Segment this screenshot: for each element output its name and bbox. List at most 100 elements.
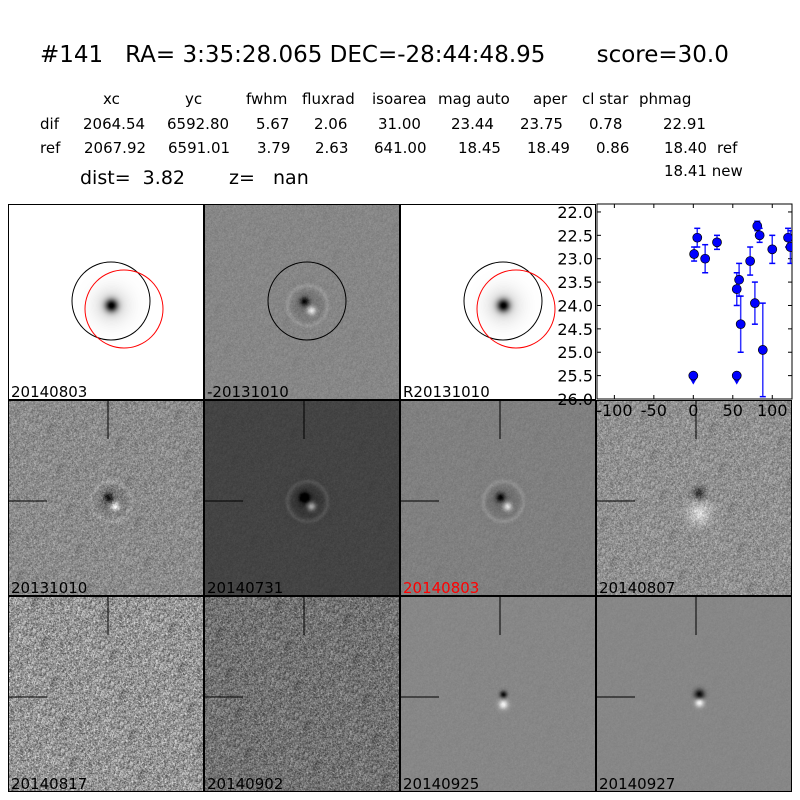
detection-circle [476, 269, 556, 349]
cell-dif-yc: 6592.80 [167, 115, 230, 133]
x-tick-label: -100 [596, 401, 632, 420]
y-tick-label: 24.5 [557, 320, 593, 339]
upper-limit-point [688, 370, 699, 381]
data-point [767, 244, 778, 255]
y-tick-label: 23.5 [557, 273, 593, 292]
cell-dif-mag-auto: 23.44 [451, 115, 494, 133]
stamp-date-label: 20140817 [11, 775, 88, 792]
row-label-ref: ref [40, 139, 61, 157]
cell-dif-isoarea: 31.00 [378, 115, 421, 133]
z-value: z= nan [229, 167, 309, 189]
data-point [757, 345, 768, 355]
data-point [754, 230, 765, 241]
stamp-date-label: 20140803 [403, 579, 480, 596]
data-point [785, 242, 792, 252]
data-point [783, 232, 792, 243]
data-point [731, 284, 742, 294]
x-tick-label: 100 [757, 401, 788, 420]
phmag-ref-suffix: ref [717, 139, 738, 157]
reference-circle [463, 261, 543, 341]
stamp-image [205, 401, 399, 595]
y-tick-label: 24.0 [557, 296, 593, 315]
stamp-date-label: 20131010 [11, 579, 88, 596]
cell-ref-mag-auto: 18.45 [458, 139, 501, 157]
stamp-date-label: 20140803 [11, 383, 88, 400]
cell-ref-xc: 2067.92 [84, 139, 147, 157]
x-tick-label: -50 [641, 401, 667, 420]
stamp-date-label: 20140731 [207, 579, 284, 596]
cell-ref-fluxrad: 2.63 [315, 139, 349, 157]
phmag-new: 18.41 new [664, 162, 743, 180]
cell-ref-fwhm: 3.79 [257, 139, 291, 157]
upper-limit-point [731, 370, 742, 381]
data-point [745, 256, 756, 266]
stamp-image [9, 205, 203, 399]
y-tick-label: 25.0 [557, 343, 593, 362]
reference-circle [71, 261, 151, 341]
stamp-image [9, 597, 203, 791]
data-point [734, 274, 744, 285]
data-point [750, 298, 760, 308]
row-label-dif: dif [40, 115, 59, 133]
dist-value: dist= 3.82 [80, 167, 185, 189]
stamp-image [401, 205, 595, 399]
detection-circle [84, 269, 164, 349]
stamp-image [597, 401, 791, 595]
cell-ref-phmag: 18.40 [664, 139, 707, 157]
cell-dif-xc: 2064.54 [83, 115, 146, 133]
col-aper: aper [533, 90, 568, 108]
stamp-date-label: 20140925 [403, 775, 480, 792]
cell-ref-yc: 6591.01 [168, 139, 231, 157]
stamp-panel: 20140925 [400, 596, 596, 792]
stamp-image [597, 597, 791, 791]
stamp-image [205, 597, 399, 791]
cell-ref-isoarea: 641.00 [374, 139, 427, 157]
col-xc: xc [103, 90, 120, 108]
data-point [692, 232, 703, 243]
data-point [752, 221, 763, 231]
col-fwhm: fwhm [246, 90, 288, 108]
y-tick-label: 25.5 [557, 367, 593, 386]
col-phmag: phmag [639, 90, 692, 108]
candidate-title: #141 RA= 3:35:28.065 DEC=-28:44:48.95 sc… [40, 42, 729, 68]
data-point [712, 237, 722, 248]
col-cl-star: cl star [582, 90, 629, 108]
stamp-date-label: R20131010 [403, 383, 490, 400]
x-tick-label: 0 [688, 401, 698, 420]
data-point [700, 253, 711, 264]
cell-dif-phmag: 22.91 [663, 115, 706, 133]
cell-dif-fwhm: 5.67 [256, 115, 290, 133]
stamp-panel: 20131010 [8, 400, 204, 596]
col-yc: yc [185, 90, 203, 108]
cell-dif-aper: 23.75 [520, 115, 563, 133]
stamp-image [401, 401, 595, 595]
stamp-date-label: 20140807 [599, 579, 676, 596]
stamp-panel: 20140731 [204, 400, 400, 596]
stamp-date-label: 20140927 [599, 775, 676, 792]
col-isoarea: isoarea [372, 90, 427, 108]
cell-dif-fluxrad: 2.06 [314, 115, 348, 133]
reference-circle [267, 261, 347, 341]
y-tick-label: 26.0 [557, 390, 593, 409]
cell-ref-cl-star: 0.86 [596, 139, 630, 157]
stamp-image [401, 597, 595, 791]
light-curve-plot: 22.0 22.5 23.0 23.5 24.0 24.5 25.0 25.5 26.0-100… [557, 203, 793, 420]
stamp-panel: R20131010 [400, 204, 596, 400]
stamp-panel: -20131010 [204, 204, 400, 400]
cell-ref-aper: 18.49 [527, 139, 570, 157]
stamp-panel: 20140902 [204, 596, 400, 792]
stamp-date-label: 20140902 [207, 775, 284, 792]
data-point [735, 319, 746, 330]
stamp-panel: 20140807 [596, 400, 792, 596]
stamp-date-label: -20131010 [207, 383, 289, 400]
col-fluxrad: fluxrad [302, 90, 355, 108]
stamp-panel: 20140803 [8, 204, 204, 400]
stamp-panel: 20140817 [8, 596, 204, 792]
stamp-image [9, 401, 203, 595]
data-group [688, 220, 792, 398]
stamp-image [205, 205, 399, 399]
stamp-panel: 20140803 [400, 400, 596, 596]
y-tick-label: 23.0 [557, 250, 593, 269]
y-tick-label: 22.0 [557, 203, 593, 222]
